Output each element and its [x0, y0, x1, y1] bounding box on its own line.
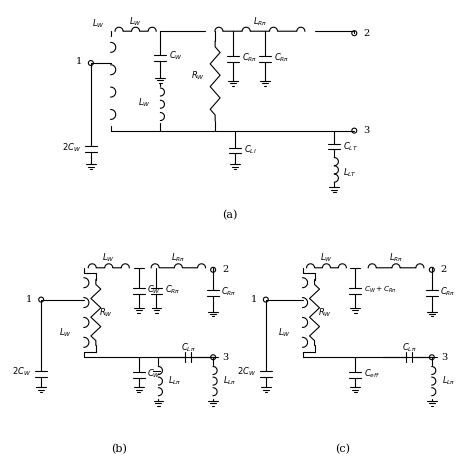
Text: $L_W$: $L_W$ — [320, 252, 333, 264]
Text: $R_W$: $R_W$ — [318, 306, 331, 319]
Text: 3: 3 — [363, 126, 370, 135]
Text: 3: 3 — [441, 353, 447, 362]
Text: 2: 2 — [441, 265, 447, 274]
Text: $C_{eff}$: $C_{eff}$ — [364, 368, 381, 380]
Text: $L_{L\pi}$: $L_{L\pi}$ — [442, 375, 456, 387]
Text: $C_{L\pi}$: $C_{L\pi}$ — [181, 341, 196, 353]
Text: $R_W$: $R_W$ — [99, 306, 113, 319]
Text: $R_W$: $R_W$ — [191, 70, 205, 82]
Text: $C_{R\pi}$: $C_{R\pi}$ — [274, 52, 289, 64]
Text: $C_{R\pi}$: $C_{R\pi}$ — [242, 52, 257, 64]
Text: $L_W$: $L_W$ — [129, 15, 142, 27]
Text: (c): (c) — [335, 444, 350, 454]
Text: 1: 1 — [251, 295, 257, 304]
Text: $2C_W$: $2C_W$ — [237, 366, 256, 379]
Text: $L_W$: $L_W$ — [102, 252, 115, 264]
Text: $L_{L\pi}$: $L_{L\pi}$ — [168, 375, 182, 387]
Text: $C_{R\pi}$: $C_{R\pi}$ — [165, 283, 181, 296]
Text: $L_{R\pi}$: $L_{R\pi}$ — [253, 15, 267, 27]
Text: $C_W$: $C_W$ — [169, 50, 183, 62]
Text: $2C_W$: $2C_W$ — [12, 366, 31, 379]
Text: 2: 2 — [363, 29, 370, 38]
Text: 2: 2 — [222, 265, 228, 274]
Text: (a): (a) — [222, 210, 238, 220]
Text: $C_{LT}$: $C_{LT}$ — [343, 140, 358, 153]
Text: $L_W$: $L_W$ — [138, 97, 151, 109]
Text: $2C_W$: $2C_W$ — [62, 141, 81, 154]
Text: 1: 1 — [76, 57, 82, 66]
Text: $C_{L\pi}$: $C_{L\pi}$ — [401, 341, 416, 353]
Text: $L_{L\pi}$: $L_{L\pi}$ — [223, 375, 237, 387]
Text: $C_{R\pi}$: $C_{R\pi}$ — [440, 286, 456, 298]
Text: $L_W$: $L_W$ — [59, 326, 72, 339]
Text: $L_W$: $L_W$ — [278, 326, 291, 339]
Text: $C_{R\pi}$: $C_{R\pi}$ — [221, 286, 237, 298]
Text: (b): (b) — [111, 444, 127, 454]
Text: 1: 1 — [26, 295, 32, 304]
Text: $C_{\overline{W}}$: $C_{\overline{W}}$ — [146, 368, 160, 380]
Text: $L_W$: $L_W$ — [92, 17, 105, 29]
Text: $C_W+C_{R\pi}$: $C_W+C_{R\pi}$ — [364, 285, 397, 295]
Text: $L_{R\pi}$: $L_{R\pi}$ — [171, 252, 185, 264]
Text: $C_{Ll}$: $C_{Ll}$ — [244, 143, 257, 156]
Text: $C_W$: $C_W$ — [146, 283, 160, 296]
Text: 3: 3 — [222, 353, 228, 362]
Text: $L_{LT}$: $L_{LT}$ — [343, 166, 357, 179]
Text: $L_{R\pi}$: $L_{R\pi}$ — [389, 252, 403, 264]
